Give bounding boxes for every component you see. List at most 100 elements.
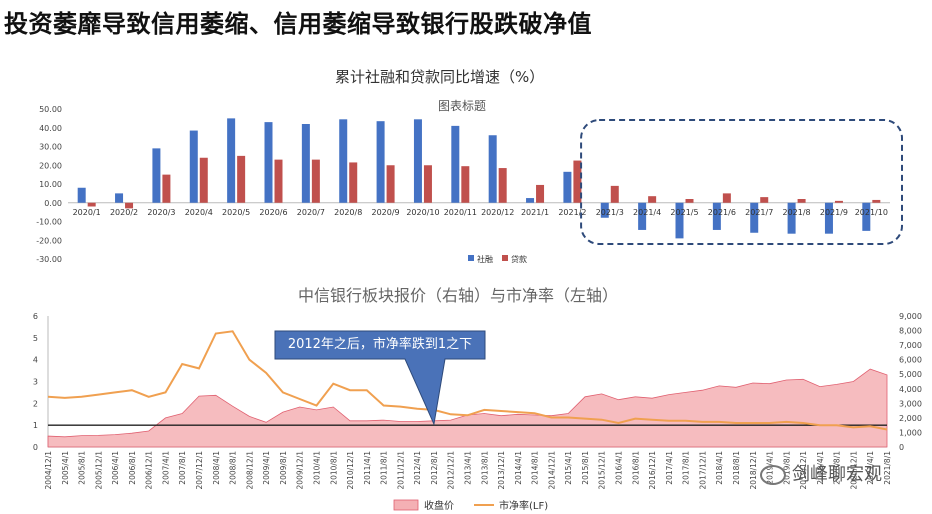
x-tick-label: 2008/12/1 (245, 451, 254, 490)
x-tick-label: 2009/8/1 (279, 451, 288, 485)
bar-shehui (488, 135, 497, 203)
x-tick-label: 2019/12/1 (799, 451, 808, 490)
x-tick-label: 2021/2 (558, 208, 586, 217)
bar-loan (648, 196, 657, 203)
chart1-title: 累计社融和贷款同比增速（%） (335, 68, 545, 86)
x-tick-label: 2016/8/1 (631, 451, 640, 485)
bar-loan (722, 193, 731, 203)
x-tick-label: 2013/8/1 (480, 451, 489, 485)
x-tick-label: 2011/12/1 (396, 451, 405, 490)
left-tick-label: 4 (33, 356, 38, 365)
x-tick-label: 2019/8/1 (782, 451, 791, 485)
right-tick-label: 8,000 (899, 327, 922, 336)
bar-shehui (600, 202, 609, 218)
x-tick-label: 2020/8/1 (833, 451, 842, 485)
bar-loan (87, 202, 96, 207)
x-tick-label: 2008/4/1 (212, 451, 221, 485)
left-tick-label: 0 (33, 443, 38, 452)
bar-shehui (712, 202, 721, 230)
x-tick-label: 2014/8/1 (531, 451, 540, 485)
x-tick-label: 2020/7 (297, 208, 325, 217)
bar-shehui (413, 119, 422, 203)
bar-shehui (227, 118, 236, 203)
legend-label-pb: 市净率(LF) (499, 499, 548, 512)
x-tick-label: 2021/10 (855, 208, 888, 217)
x-tick-label: 2010/4/1 (312, 451, 321, 485)
bar-shehui (376, 121, 385, 203)
callout-text: 2012年之后，市净率跌到1之下 (287, 337, 473, 352)
x-tick-label: 2009/12/1 (296, 451, 305, 490)
right-tick-label: 9,000 (899, 312, 922, 321)
bar-loan (797, 199, 806, 203)
y-tick-label: 30.00 (39, 143, 62, 152)
x-tick-label: 2018/12/1 (749, 451, 758, 490)
x-tick-label: 2021/4/1 (866, 451, 875, 485)
x-tick-label: 2020/12/1 (849, 451, 858, 490)
bar-loan (386, 165, 395, 203)
highlight-box (580, 119, 903, 245)
y-tick-label: 50.00 (39, 105, 62, 114)
bar-loan (423, 165, 432, 203)
x-tick-label: 2021/8 (783, 208, 811, 217)
bar-shehui (750, 202, 759, 233)
right-tick-label: 4,000 (899, 385, 922, 394)
bar-loan (162, 174, 171, 203)
x-tick-label: 2021/7 (745, 208, 773, 217)
pb-line (47, 330, 888, 431)
wechat-icon (760, 465, 786, 485)
x-tick-label: 2005/8/1 (78, 451, 87, 485)
bar-shehui (77, 187, 86, 203)
bar-loan (125, 202, 134, 209)
bar-loan (199, 157, 208, 203)
x-tick-label: 2021/4 (633, 208, 661, 217)
bar-shehui (787, 202, 796, 234)
callout-box (274, 330, 486, 426)
x-tick-label: 2004/12/1 (44, 451, 53, 490)
bar-loan (349, 162, 358, 203)
x-tick-label: 2013/4/1 (464, 451, 473, 485)
x-tick-label: 2017/8/1 (682, 451, 691, 485)
x-tick-label: 2005/12/1 (94, 451, 103, 490)
x-tick-label: 2020/5 (222, 208, 250, 217)
y-tick-label: 0.00 (44, 199, 62, 208)
bar-shehui (862, 202, 871, 231)
right-tick-label: 5,000 (899, 370, 922, 379)
bar-loan (237, 155, 246, 203)
legend-swatch (468, 255, 474, 261)
x-tick-label: 2007/12/1 (195, 451, 204, 490)
right-tick-label: 7,000 (899, 341, 922, 350)
left-tick-label: 3 (33, 378, 38, 387)
bar-shehui (451, 125, 460, 203)
x-tick-label: 2020/12 (481, 208, 514, 217)
bar-loan (498, 168, 507, 203)
bar-loan (311, 159, 320, 203)
x-tick-label: 2012/12/1 (447, 451, 456, 490)
x-tick-label: 2011/8/1 (380, 451, 389, 485)
legend-swatch-price (393, 499, 419, 511)
x-tick-label: 2017/12/1 (698, 451, 707, 490)
bar-loan (274, 159, 283, 203)
x-tick-label: 2021/1 (521, 208, 549, 217)
bar-shehui (189, 130, 198, 203)
x-tick-label: 2020/6 (259, 208, 287, 217)
y-tick-label: -30.00 (36, 255, 62, 264)
x-tick-label: 2020/8 (334, 208, 362, 217)
x-tick-label: 2012/8/1 (430, 451, 439, 485)
bar-shehui (301, 124, 310, 203)
x-tick-label: 2014/12/1 (547, 451, 556, 490)
x-tick-label: 2013/12/1 (497, 451, 506, 490)
x-tick-label: 2016/12/1 (648, 451, 657, 490)
x-tick-label: 2010/8/1 (329, 451, 338, 485)
x-tick-label: 2021/8/1 (883, 451, 892, 485)
left-tick-label: 5 (33, 334, 38, 343)
chart1-subtitle: 图表标题 (438, 99, 487, 113)
x-tick-label: 2011/4/1 (363, 451, 372, 485)
x-tick-label: 2008/8/1 (229, 451, 238, 485)
bar-shehui (339, 119, 348, 203)
x-tick-label: 2007/8/1 (178, 451, 187, 485)
y-tick-label: -20.00 (36, 236, 62, 245)
x-tick-label: 2010/12/1 (346, 451, 355, 490)
x-tick-label: 2015/8/1 (581, 451, 590, 485)
